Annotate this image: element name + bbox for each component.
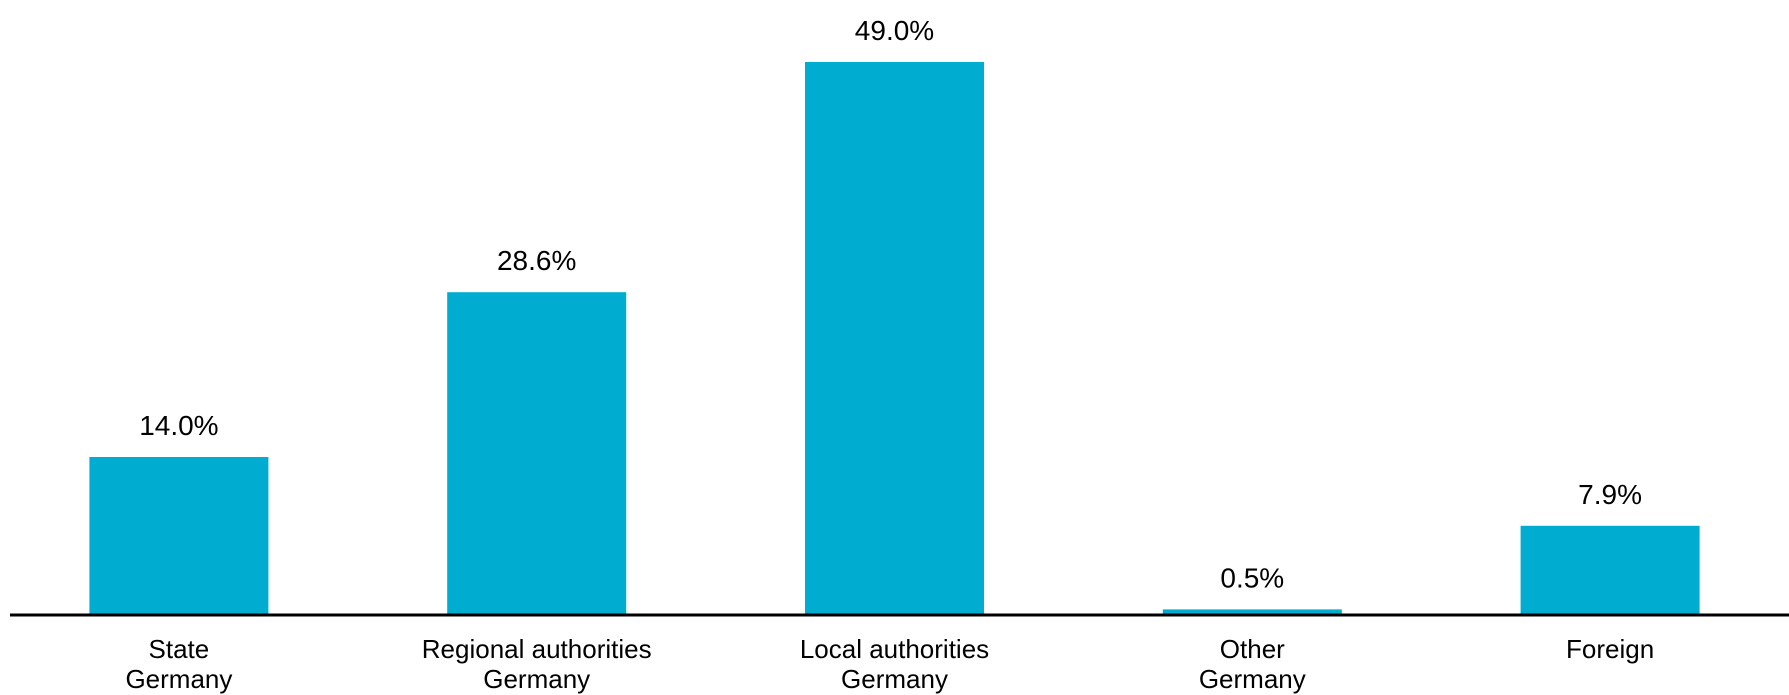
x-tick-label-line: Germany — [1199, 664, 1306, 694]
x-tick-label-line: Foreign — [1566, 634, 1654, 664]
x-tick-label-line: Other — [1220, 634, 1285, 664]
x-tick-label-line: Local authorities — [800, 634, 989, 664]
data-label: 7.9% — [1578, 479, 1642, 510]
data-label: 0.5% — [1220, 562, 1284, 593]
x-tick-label-line: State — [149, 634, 210, 664]
data-label: 49.0% — [855, 15, 934, 46]
bar — [89, 457, 269, 615]
bar — [447, 292, 627, 615]
x-tick-label: Local authorities Germany — [800, 634, 989, 694]
data-label: 28.6% — [497, 245, 576, 276]
x-tick-label: Regional authorities Germany — [422, 634, 652, 694]
data-label: 14.0% — [139, 410, 218, 441]
x-tick-label-line: Germany — [125, 664, 232, 694]
bar — [1162, 609, 1342, 615]
x-tick-label: State Germany — [125, 634, 232, 694]
x-tick-label: Foreign — [1566, 634, 1654, 664]
x-tick-label-line: Regional authorities — [422, 634, 652, 664]
bar — [1520, 525, 1700, 615]
bars-group — [89, 62, 1700, 615]
data-labels-group: 14.0% 28.6% 49.0% 0.5% 7.9% — [139, 15, 1642, 593]
x-tick-label-line: Germany — [483, 664, 590, 694]
x-tick-label-line: Germany — [841, 664, 948, 694]
x-tick-label: Other Germany — [1199, 634, 1306, 694]
bar — [805, 62, 984, 615]
